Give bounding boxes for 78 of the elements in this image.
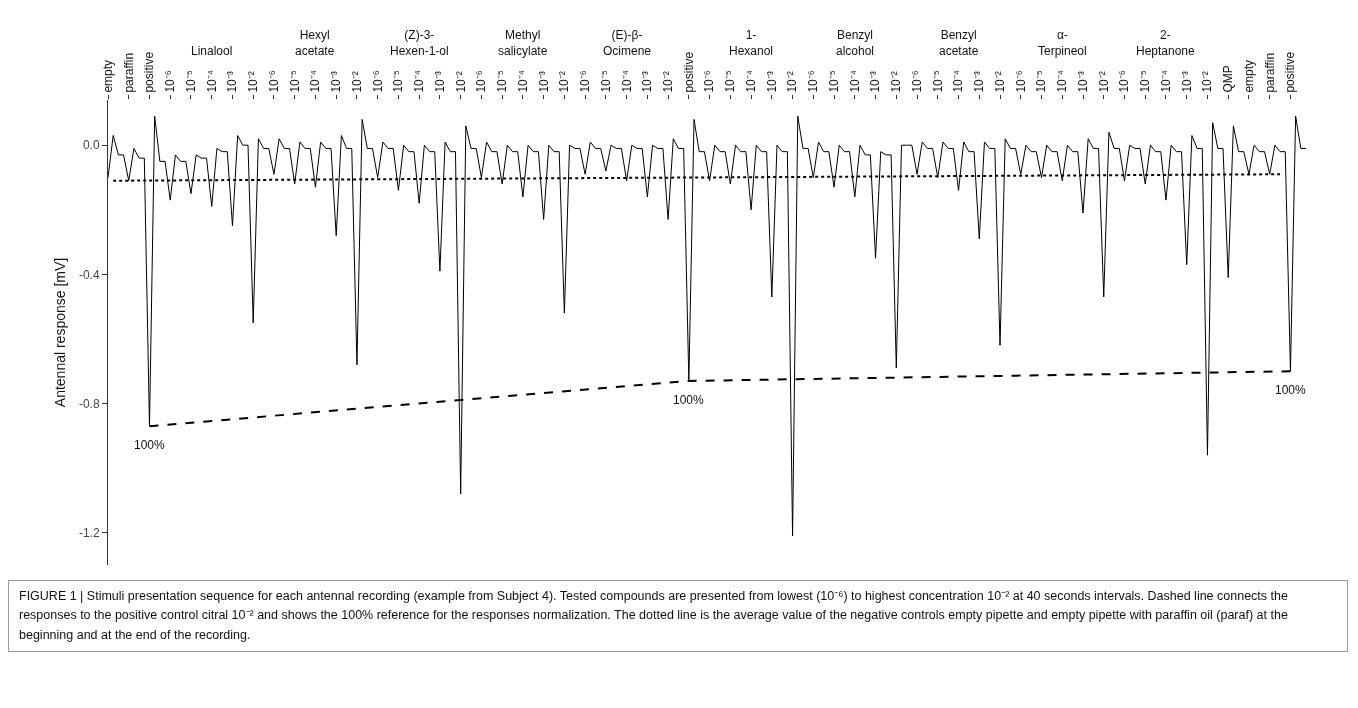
x-tick-label: 10⁻² bbox=[1096, 71, 1111, 93]
x-tick-label: 10⁻³ bbox=[329, 71, 344, 93]
x-tick-label: 10⁻⁴ bbox=[951, 70, 966, 93]
caption: FIGURE 1 | Stimuli presentation sequence for each antennal recording (example from Subject 4). Tested compounds are presented from lowest (10⁻⁶) to highest concentration 10⁻² at 40 seconds intervals. Dashed line connects the responses to the positive control citral 10⁻² and shows the 100% reference for the responses normalization. The dotted line is the average value of the negative controls empty pipette and empty pipette with paraffin oil (paraf) at the beginning and at the end of the recording. bbox=[8, 580, 1348, 653]
x-tick-label: 10⁻⁵ bbox=[391, 70, 406, 93]
text: 1- Hexanol bbox=[729, 28, 774, 58]
x-tick-label: 10⁻² bbox=[557, 71, 572, 93]
text: Benzyl acetate bbox=[939, 28, 979, 58]
x-tick-label: 10⁻³ bbox=[972, 71, 987, 93]
y-tick-label: -0.4 bbox=[78, 267, 100, 282]
text: Hexyl acetate bbox=[295, 28, 335, 58]
x-tick-label: 10⁻² bbox=[349, 71, 364, 93]
x-tick-label: 10⁻⁵ bbox=[826, 70, 841, 93]
text: (Z)-3- Hexen-1-ol bbox=[390, 28, 449, 58]
x-tick-label: 10⁻³ bbox=[1075, 71, 1090, 93]
text: 2- Heptanone bbox=[1136, 28, 1196, 58]
y-tick-label: 0.0 bbox=[82, 138, 100, 153]
x-tick-label: 10⁻³ bbox=[764, 71, 779, 93]
line-series bbox=[108, 115, 1306, 537]
x-tick-label: 10⁻⁵ bbox=[598, 70, 613, 93]
x-tick-label: 10⁻⁴ bbox=[1158, 70, 1173, 93]
x-tick-label: 10⁻⁴ bbox=[743, 70, 758, 93]
x-tick-label: paraffin bbox=[1262, 52, 1277, 93]
y-tick-label: -0.8 bbox=[78, 396, 100, 411]
x-tick-label: positive bbox=[1283, 51, 1298, 93]
x-tick-label: 10⁻⁵ bbox=[287, 70, 302, 93]
x-tick-label: 10⁻³ bbox=[432, 71, 447, 93]
x-tick-label: 10⁻² bbox=[992, 71, 1007, 93]
x-tick-label: 10⁻² bbox=[785, 71, 800, 93]
text: Methyl salicylate bbox=[498, 28, 548, 58]
x-tick-label: 10⁻⁵ bbox=[495, 70, 510, 93]
x-tick-label: 10⁻³ bbox=[536, 71, 551, 93]
x-tick-label: 10⁻⁶ bbox=[806, 70, 821, 93]
x-tick-label: 10⁻³ bbox=[1179, 71, 1194, 93]
x-tick-label: 10⁻⁴ bbox=[847, 70, 862, 93]
x-tick-label: 10⁻⁵ bbox=[930, 70, 945, 93]
text: Linalool bbox=[191, 44, 233, 58]
x-tick-label: 10⁻⁴ bbox=[515, 70, 530, 93]
x-tick-label: 10⁻² bbox=[453, 71, 468, 93]
x-tick-label: 10⁻⁴ bbox=[204, 70, 219, 93]
x-tick-label: 10⁻⁴ bbox=[412, 70, 427, 93]
x-tick-label: empty bbox=[100, 59, 115, 93]
x-tick-label: 10⁻³ bbox=[225, 71, 240, 93]
x-tick-label: 10⁻⁵ bbox=[723, 70, 738, 93]
x-tick-label: 10⁻⁶ bbox=[1013, 70, 1028, 93]
x-tick-label: 10⁻² bbox=[661, 71, 675, 93]
x-tick-label: 10⁻² bbox=[1200, 71, 1215, 93]
x-tick-label: positive bbox=[142, 51, 157, 93]
text: (E)-β- Ocimene bbox=[603, 28, 652, 58]
annotation: 100% bbox=[673, 393, 705, 407]
x-tick-label: 10⁻⁴ bbox=[1055, 70, 1070, 93]
y-axis-title: Antennal response [mV] bbox=[51, 257, 68, 408]
x-tick-label: 10⁻⁵ bbox=[1034, 70, 1049, 93]
x-tick-label: 10⁻³ bbox=[868, 71, 883, 93]
y-tick-label: -1.2 bbox=[78, 525, 100, 540]
x-tick-label: 10⁻⁶ bbox=[702, 70, 717, 93]
x-tick-label: 10⁻⁵ bbox=[183, 70, 198, 93]
annotation: 100% bbox=[134, 438, 166, 452]
x-tick-label: 10⁻⁶ bbox=[474, 70, 489, 93]
x-tick-label: 10⁻⁶ bbox=[370, 70, 385, 93]
annotation: 100% bbox=[1275, 383, 1307, 397]
x-tick-label: 10⁻⁶ bbox=[578, 70, 593, 93]
x-tick-label: 10⁻² bbox=[889, 71, 904, 93]
x-tick-label: 10⁻⁶ bbox=[1117, 70, 1132, 93]
x-tick-label: 10⁻⁶ bbox=[909, 70, 924, 93]
x-tick-label: positive bbox=[681, 51, 696, 93]
x-tick-label: QMP bbox=[1221, 65, 1236, 93]
x-tick-label: 10⁻⁴ bbox=[619, 70, 634, 93]
x-tick-label: 10⁻⁵ bbox=[1138, 70, 1153, 93]
x-tick-label: 10⁻⁴ bbox=[308, 70, 323, 93]
x-tick-label: 10⁻⁶ bbox=[163, 70, 178, 93]
text: α- Terpineol bbox=[1038, 28, 1087, 58]
text: Benzyl alcohol bbox=[836, 28, 875, 58]
x-tick-label: 10⁻³ bbox=[640, 71, 655, 93]
x-tick-label: empty bbox=[1241, 59, 1256, 93]
x-tick-label: 10⁻² bbox=[246, 71, 261, 93]
x-tick-label: paraffin bbox=[121, 52, 136, 93]
x-tick-label: 10⁻⁶ bbox=[266, 70, 281, 93]
